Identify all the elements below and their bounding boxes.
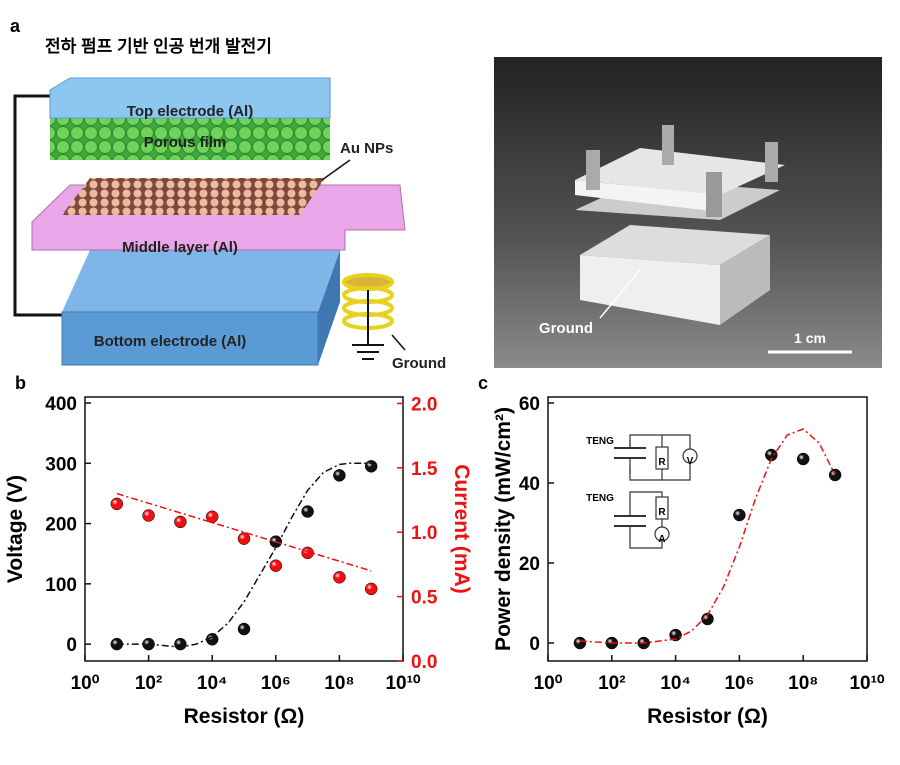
y-tick-label: 100 (45, 575, 77, 596)
x-tick-label: 10² (598, 673, 625, 694)
point (110, 497, 124, 511)
x-tick-label: 10⁶ (724, 673, 754, 694)
y-tick-label: 60 (519, 394, 540, 415)
point (333, 469, 346, 482)
annotation: R (658, 507, 666, 518)
annotation: R (658, 457, 666, 468)
point (333, 571, 346, 584)
x-tick-label: 10⁸ (324, 673, 354, 694)
point (269, 559, 283, 572)
x-tick-label: 10⁸ (788, 673, 818, 694)
plot-frame (547, 396, 868, 662)
label: Bottom electrode (Al) (94, 333, 247, 350)
point (237, 532, 251, 545)
point (174, 515, 187, 529)
annotation: V (687, 456, 694, 467)
x-tick-label: 10¹⁰ (385, 673, 420, 694)
y-tick-label: 40 (519, 474, 540, 495)
label: 1 cm (794, 330, 826, 346)
point (174, 637, 187, 651)
fit-line (579, 428, 836, 644)
panel-label: c (478, 373, 488, 393)
top-electrode (49, 77, 331, 119)
x-axis-label: Resistor (Ω) (647, 705, 768, 728)
au-nps (62, 178, 325, 215)
point (701, 612, 714, 626)
y-tick-label: 400 (45, 394, 77, 415)
panel-label: b (15, 373, 26, 393)
y-axis-label: Voltage (V) (4, 475, 27, 583)
y2-tick-label: 0.0 (411, 652, 437, 673)
point (573, 636, 587, 650)
fit-line (116, 492, 372, 572)
annotation: A (658, 534, 665, 545)
panel-label: a (10, 16, 21, 36)
x-tick-label: 10¹⁰ (849, 673, 884, 694)
label: Porous film (144, 134, 227, 151)
label: Top electrode (Al) (127, 103, 253, 120)
x-tick-label: 10⁴ (197, 673, 228, 694)
y-tick-label: 0 (529, 634, 540, 655)
porous-film (50, 118, 330, 160)
point (733, 508, 746, 522)
spring (342, 273, 406, 360)
x-tick-label: 10² (135, 673, 162, 694)
point (669, 628, 682, 642)
x-tick-label: 10⁰ (534, 673, 563, 694)
y-axis-label: Power density (mW/cm²) (492, 407, 515, 651)
y2-tick-label: 2.0 (411, 394, 437, 415)
pointer (321, 159, 351, 181)
y-tick-label: 20 (519, 554, 540, 575)
x-tick-label: 10⁴ (660, 673, 691, 694)
panel-a: a 전하 펌프 기반 인공 번개 발전기 Top electrode (Al) … (10, 16, 882, 372)
y2-tick-label: 1.0 (411, 523, 437, 544)
y2-tick-label: 0.5 (411, 588, 438, 609)
panel-title: 전하 펌프 기반 인공 번개 발전기 (45, 37, 272, 56)
plot-frame (84, 396, 404, 662)
point (142, 509, 155, 522)
point (364, 460, 378, 473)
bottom-electrode (62, 250, 340, 312)
x-tick-label: 10⁶ (261, 673, 291, 694)
label: Au NPs (340, 140, 393, 157)
device (575, 125, 785, 325)
wire (13, 94, 65, 317)
point (301, 505, 314, 518)
annotation: TENG (586, 436, 614, 447)
fit-line (116, 462, 372, 648)
y-tick-label: 300 (45, 454, 77, 475)
point (364, 582, 378, 596)
annotation: TENG (586, 493, 614, 504)
y-tick-label: 0 (66, 635, 77, 656)
point (237, 622, 251, 636)
point (205, 510, 219, 524)
label: Ground (392, 355, 446, 372)
y-tick-label: 200 (45, 515, 77, 536)
label: Middle layer (Al) (122, 239, 238, 256)
pointer (599, 269, 641, 319)
bottom-electrode-side (318, 250, 340, 365)
x-axis-label: Resistor (Ω) (184, 705, 305, 728)
x-tick-label: 10⁰ (71, 673, 100, 694)
y2-axis-label: Current (mA) (450, 464, 473, 594)
label: Ground (539, 320, 593, 337)
point (301, 546, 314, 560)
y2-tick-label: 1.5 (411, 459, 438, 480)
point (796, 452, 810, 466)
inset-circuits (614, 434, 698, 549)
